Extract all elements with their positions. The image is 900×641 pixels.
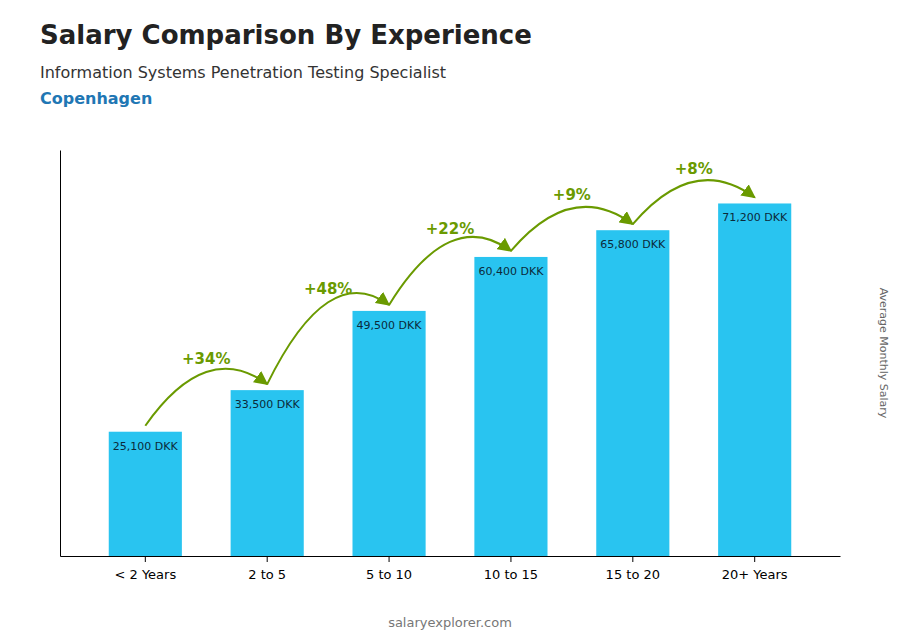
bar: [474, 257, 547, 556]
x-tick-mark: [145, 556, 146, 562]
x-tick-mark: [510, 556, 511, 562]
change-arrow: [145, 369, 267, 426]
x-tick-mark: [632, 556, 633, 562]
data-labels: 25,100 DKK 33,500 DKK 49,500 DKK 60,400 DKK…: [113, 211, 788, 452]
chart: Salary Comparison By Experience Informati…: [0, 0, 900, 641]
y-axis-label: Average Monthly Salary: [877, 288, 890, 419]
x-tick-label: 10 to 15: [484, 567, 538, 582]
data-label: 49,500 DKK: [357, 319, 423, 332]
x-tick: 2 to 5: [248, 556, 286, 582]
x-tick-label: 15 to 20: [606, 567, 660, 582]
bar: [109, 432, 182, 556]
title: Salary Comparison By Experience: [40, 20, 532, 50]
x-tick-label: 2 to 5: [248, 567, 286, 582]
x-tick-label: 5 to 10: [366, 567, 412, 582]
change-arrow: [633, 180, 755, 224]
annotation: +34%: [182, 350, 230, 368]
x-tick-label: 20+ Years: [722, 567, 788, 582]
x-tick: < 2 Years: [114, 556, 176, 582]
data-label: 25,100 DKK: [113, 440, 179, 453]
x-axis: < 2 Years 2 to 5 5 to 10 10 to 15 15 to 20 20…: [61, 556, 841, 582]
bars: [109, 203, 792, 556]
x-tick: 10 to 15: [484, 556, 538, 582]
data-label: 33,500 DKK: [235, 398, 301, 411]
data-label: 65,800 DKK: [600, 238, 666, 251]
x-tick-label: < 2 Years: [114, 567, 176, 582]
y-axis-line: [60, 151, 61, 557]
annotation: +22%: [426, 220, 474, 238]
bar: [353, 311, 426, 556]
x-tick: 15 to 20: [606, 556, 660, 582]
x-axis-line: [61, 556, 841, 557]
x-tick-mark: [267, 556, 268, 562]
annotation: +9%: [553, 186, 591, 204]
x-tick-mark: [389, 556, 390, 562]
change-arrow: [267, 293, 389, 384]
x-tick-mark: [754, 556, 755, 562]
annotation: +8%: [675, 160, 713, 178]
data-label: 60,400 DKK: [478, 265, 544, 278]
subtitle: Information Systems Penetration Testing …: [40, 63, 446, 82]
bar: [231, 390, 304, 556]
x-tick: 20+ Years: [722, 556, 788, 582]
change-annotations: +34% +48% +22% +9% +8%: [145, 160, 754, 426]
x-tick: 5 to 10: [366, 556, 412, 582]
bar: [718, 203, 791, 556]
data-label: 71,200 DKK: [722, 211, 788, 224]
change-arrow: [511, 207, 633, 251]
subtitle: Copenhagen: [40, 89, 152, 108]
plot: < 2 Years 2 to 5 5 to 10 10 to 15 15 to 20 20…: [61, 151, 841, 583]
caption: salaryexplorer.com: [388, 615, 512, 630]
bar: [596, 230, 669, 556]
annotation: +48%: [304, 280, 352, 298]
y-axis: [60, 151, 61, 557]
change-arrow: [389, 237, 511, 305]
